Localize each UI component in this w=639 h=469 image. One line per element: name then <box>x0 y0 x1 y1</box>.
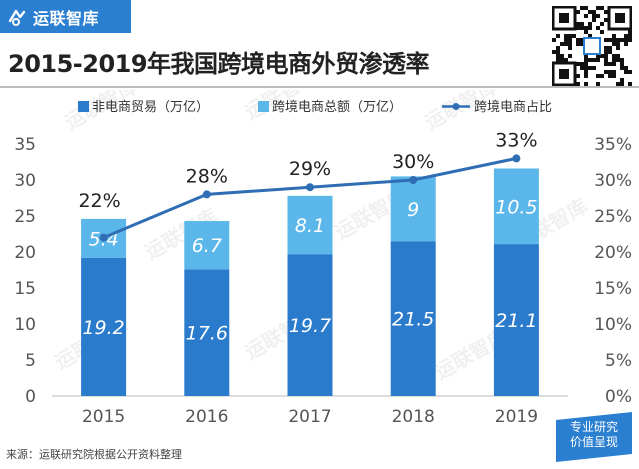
x-tick: 2018 <box>392 407 435 427</box>
legend-label-0: 非电商贸易（万亿） <box>92 100 209 115</box>
title-divider <box>0 86 639 88</box>
research-badge: 专业研究 价值呈现 <box>556 412 632 462</box>
legend-swatch-1 <box>258 101 269 112</box>
y-left-tick: 35 <box>14 135 36 155</box>
bar-ecommerce <box>390 176 436 242</box>
legend-label-1: 跨境电商总额（万亿） <box>272 100 402 115</box>
bar-non-ecommerce <box>493 244 539 396</box>
share-point <box>99 233 108 242</box>
share-label: 33% <box>495 129 537 151</box>
y-left-tick: 15 <box>14 279 36 299</box>
share-label: 30% <box>392 151 434 173</box>
bar-label-ecommerce: 10.5 <box>495 196 537 218</box>
bar-ecommerce <box>493 168 539 245</box>
share-label: 22% <box>78 190 120 212</box>
source-note: 来源：运联研究院根据公开资料整理 <box>6 448 182 461</box>
badge-line1: 专业研究 <box>569 420 618 434</box>
y-right-tick: 10% <box>594 315 632 335</box>
page-title: 2015-2019年我国跨境电商外贸渗透率 <box>8 50 430 78</box>
y-right-tick: 0% <box>605 387 632 407</box>
y-right-tick: 5% <box>605 351 632 371</box>
legend-marker <box>452 103 460 110</box>
bar-ecommerce <box>287 195 333 255</box>
brand-name: 运联智库 <box>33 8 100 28</box>
brand-logo-icon <box>8 9 26 26</box>
x-tick: 2015 <box>82 407 125 427</box>
legend-label-2: 跨境电商占比 <box>474 100 552 115</box>
share-point <box>306 183 314 192</box>
bar-label-non-ecommerce: 21.1 <box>495 310 537 332</box>
brand-tag: 运联智库 <box>0 0 131 33</box>
bar-non-ecommerce <box>390 241 436 396</box>
y-left-tick: 5 <box>25 351 36 371</box>
bar-non-ecommerce <box>81 257 127 396</box>
bar-ecommerce <box>184 221 230 270</box>
qr-code-icon[interactable] <box>552 6 632 86</box>
bar-non-ecommerce <box>184 269 230 396</box>
y-left-tick: 10 <box>14 315 36 335</box>
y-right-tick: 35% <box>594 135 632 155</box>
y-left-tick: 30 <box>14 171 36 191</box>
bar-label-ecommerce: 6.7 <box>192 235 222 257</box>
y-left-tick: 0 <box>25 387 36 407</box>
share-point <box>512 154 521 163</box>
bar-label-non-ecommerce: 19.7 <box>289 315 331 337</box>
share-label: 28% <box>186 165 228 187</box>
y-left-tick: 20 <box>14 243 36 263</box>
y-right-tick: 20% <box>594 243 632 263</box>
bar-label-non-ecommerce: 17.6 <box>186 323 228 345</box>
y-left-tick: 25 <box>14 207 36 227</box>
share-point <box>409 176 418 184</box>
share-point <box>202 190 211 199</box>
y-right-tick: 30% <box>594 171 632 191</box>
share-label: 29% <box>289 158 331 180</box>
badge-line2: 价值呈现 <box>569 435 618 449</box>
bar-label-non-ecommerce: 21.5 <box>392 309 434 331</box>
y-right-tick: 15% <box>594 279 632 299</box>
bar-label-ecommerce: 8.1 <box>295 215 325 237</box>
x-tick: 2019 <box>495 407 538 427</box>
x-tick: 2017 <box>288 407 331 427</box>
bar-label-non-ecommerce: 19.2 <box>82 317 124 339</box>
bar-non-ecommerce <box>287 254 333 396</box>
y-right-tick: 25% <box>594 207 632 227</box>
chart: 运联智库运联智库运联智库运联智库运联智库运联智库运联智库运联智库运联智库非电商贸… <box>14 90 632 427</box>
bar-label-ecommerce: 9 <box>407 199 419 221</box>
legend-swatch-0 <box>78 101 89 112</box>
x-tick: 2016 <box>185 407 228 427</box>
